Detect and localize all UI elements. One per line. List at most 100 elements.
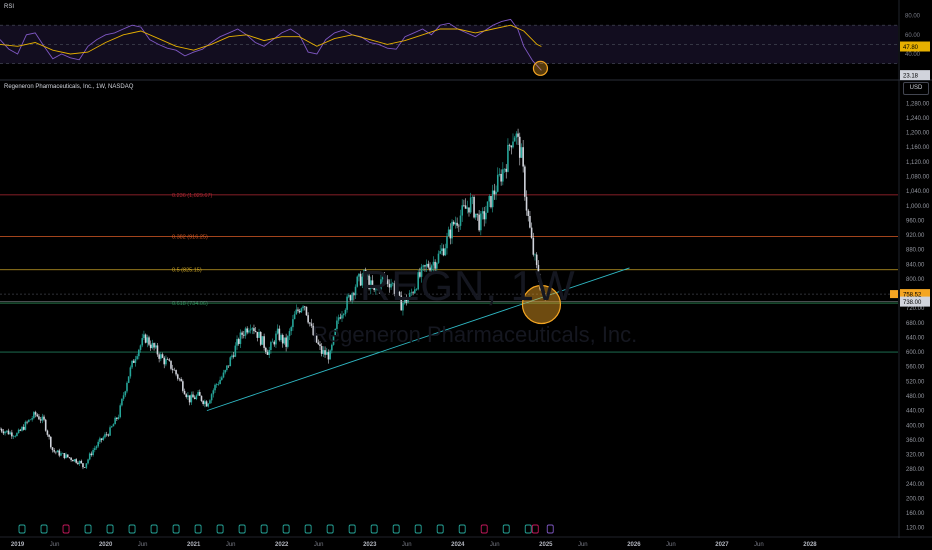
candle-body xyxy=(271,341,274,343)
time-tick-label: 2021 xyxy=(187,542,201,548)
time-tick-label: 2022 xyxy=(275,542,289,548)
candle-body xyxy=(78,460,81,464)
candle-body xyxy=(21,426,23,431)
currency-button[interactable]: USD xyxy=(903,82,929,95)
candle-body xyxy=(513,137,516,142)
price-tick-label: 1,240.00 xyxy=(906,116,930,122)
candle-body xyxy=(344,309,347,315)
candle-body xyxy=(332,335,335,345)
price-tick-label: 1,120.00 xyxy=(906,160,930,166)
event-marker-icon xyxy=(260,524,268,534)
fib-level-label: 0.382 (916.25) xyxy=(172,234,208,240)
candle-body xyxy=(146,337,149,343)
candle-body xyxy=(437,253,440,263)
candle-body xyxy=(285,337,287,347)
candle-body xyxy=(298,310,301,313)
candle-body xyxy=(529,216,531,228)
highlight-circle xyxy=(521,284,562,325)
event-marker-icon xyxy=(348,524,356,534)
candle-body xyxy=(175,370,177,375)
candle-body xyxy=(222,372,225,378)
candle-body xyxy=(141,338,144,346)
event-marker-icon xyxy=(172,524,180,534)
candle-body xyxy=(476,213,479,215)
price-tick-label: 200.00 xyxy=(906,496,925,502)
candle-body xyxy=(99,438,101,442)
candle-body xyxy=(4,431,6,434)
candle-body xyxy=(33,412,35,419)
candle-body xyxy=(129,367,132,377)
candle-body xyxy=(107,434,110,436)
candle-body xyxy=(474,213,477,218)
candle-body xyxy=(518,136,521,158)
candle-body xyxy=(522,147,524,167)
candle-body xyxy=(349,295,352,301)
candle-body xyxy=(278,328,281,341)
candle-body xyxy=(24,421,27,430)
candle-body xyxy=(12,436,15,437)
candle-body xyxy=(369,280,372,289)
candle-body xyxy=(49,436,52,448)
candle-body xyxy=(491,190,494,208)
rsi-min-badge-bg xyxy=(900,70,930,81)
fib-level-label: 0.5 (825.15) xyxy=(172,268,202,274)
candle-body xyxy=(483,211,486,220)
candle-body xyxy=(246,328,248,333)
candle-body xyxy=(341,315,343,319)
candle-body xyxy=(385,279,387,280)
candle-body xyxy=(334,328,337,336)
price-panel: 0.236 (1,029.67) 0.382 (916.25) 0.5 (825.1… xyxy=(0,128,898,470)
candle-body xyxy=(38,416,40,420)
event-marker-icon xyxy=(458,524,466,534)
candle-body xyxy=(117,417,120,419)
candle-body xyxy=(290,327,293,332)
event-marker-icon xyxy=(128,524,136,534)
candle-body xyxy=(94,448,96,451)
candle-body xyxy=(325,352,328,355)
candle-body xyxy=(305,306,308,316)
candle-body xyxy=(112,424,115,427)
candle-body xyxy=(464,205,467,209)
candle-body xyxy=(275,333,277,345)
candle-body xyxy=(410,292,413,293)
candle-body xyxy=(265,347,267,352)
symbol-title[interactable]: Regeneron Pharmaceuticals, Inc., 1W, NAS… xyxy=(4,84,134,90)
candle-body xyxy=(151,343,154,349)
event-marker-icon xyxy=(40,524,48,534)
event-marker-icon xyxy=(282,524,290,534)
candle-body xyxy=(182,381,184,391)
candle-body xyxy=(539,278,541,290)
candle-body xyxy=(53,450,55,452)
candle-body xyxy=(14,436,17,437)
price-tick-label: 680.00 xyxy=(906,321,925,327)
candle-body xyxy=(212,390,215,395)
price-tick-label: 520.00 xyxy=(906,379,925,385)
candle-body xyxy=(468,207,470,213)
candle-body xyxy=(542,291,545,294)
candle-body xyxy=(327,352,330,360)
candle-body xyxy=(337,317,340,321)
candle-body xyxy=(114,417,116,425)
candle-body xyxy=(485,212,487,220)
rsi-band-fill xyxy=(0,25,898,64)
candle-body xyxy=(254,331,257,332)
candle-body xyxy=(109,427,111,436)
candle-body xyxy=(292,319,294,328)
candle-body xyxy=(339,317,342,319)
price-tick-label: 720.00 xyxy=(906,306,925,312)
price-tick-label: 320.00 xyxy=(906,453,925,459)
price-tick-label: 560.00 xyxy=(906,365,925,371)
rsi-indicator-label[interactable]: RSI xyxy=(4,4,15,10)
candle-body xyxy=(347,295,350,297)
candle-body xyxy=(16,433,18,437)
time-tick-label: 2019 xyxy=(11,542,25,548)
candle-body xyxy=(356,276,359,287)
candle-body xyxy=(143,334,145,339)
rsi-value-badge-bg xyxy=(900,41,930,52)
candle-body xyxy=(458,225,460,227)
candle-body xyxy=(283,337,286,344)
candle-body xyxy=(398,291,401,296)
event-marker-icon xyxy=(238,524,246,534)
candle-body xyxy=(205,401,208,407)
